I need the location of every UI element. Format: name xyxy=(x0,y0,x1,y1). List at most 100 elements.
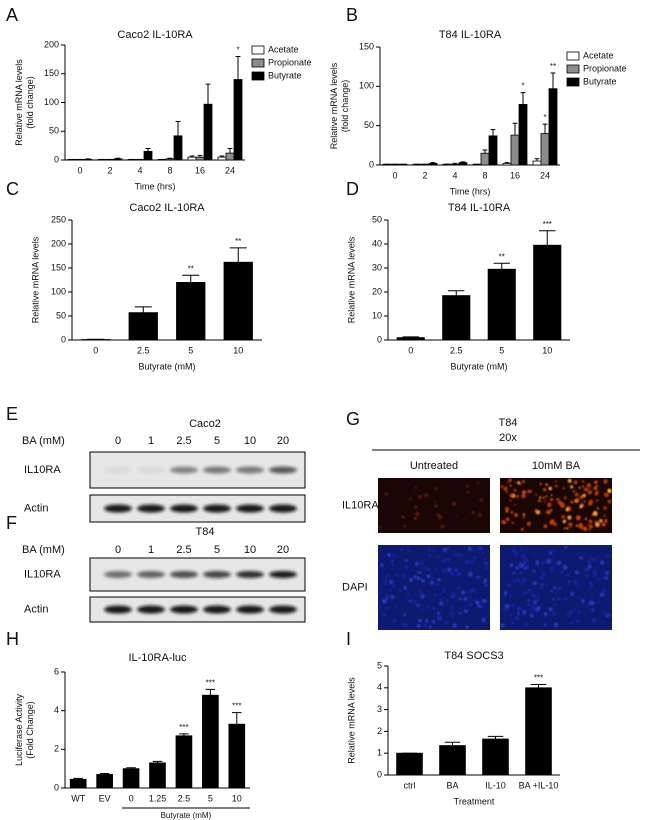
micro-speck xyxy=(521,493,526,499)
chart-title: T84 SOCS3 xyxy=(444,650,503,662)
micro-speck xyxy=(530,606,533,609)
micro-speck xyxy=(427,547,432,552)
micro-speck xyxy=(572,490,576,493)
micro-speck xyxy=(512,571,516,575)
micro-speck xyxy=(431,619,436,624)
micro-speck xyxy=(588,581,591,584)
error-bar xyxy=(504,162,510,164)
micro-speck xyxy=(577,587,580,590)
y-tick-label: 50 xyxy=(49,126,59,136)
micro-speck xyxy=(575,524,578,527)
micro-speck xyxy=(379,588,381,591)
lane-value: 5 xyxy=(214,544,220,556)
y-tick-label: 40 xyxy=(372,238,382,248)
error-bar xyxy=(85,158,91,160)
micro-speck xyxy=(440,625,443,628)
micro-speck xyxy=(457,571,462,576)
chart-title: T84 IL-10RA xyxy=(439,29,502,41)
micro-speck xyxy=(436,555,440,559)
micro-speck xyxy=(577,609,580,612)
micro-speck xyxy=(526,521,532,526)
error-bar xyxy=(179,733,189,736)
micro-speck xyxy=(607,499,612,504)
micro-speck xyxy=(383,581,388,585)
micro-speck xyxy=(550,589,554,593)
y-tick-label: 0 xyxy=(377,334,382,344)
error-bar xyxy=(452,162,458,165)
micro-speck xyxy=(432,607,435,610)
bar xyxy=(165,158,175,161)
micro-speck xyxy=(473,556,477,561)
micro-speck xyxy=(471,510,476,515)
micro-speck xyxy=(532,604,536,608)
micro-speck xyxy=(594,520,597,523)
micro-speck xyxy=(556,497,560,502)
micro-speck xyxy=(527,588,532,593)
y-tick-label: 250 xyxy=(51,214,66,224)
micro-speck xyxy=(565,613,570,618)
bar xyxy=(518,104,528,166)
bar xyxy=(442,295,471,341)
lane-value: 0 xyxy=(115,544,121,556)
micro-speck xyxy=(577,611,581,615)
micro-speck xyxy=(416,603,420,607)
micro-speck xyxy=(420,578,425,583)
x-tick-label: 2.5 xyxy=(178,793,191,803)
micro-speck xyxy=(592,569,597,574)
micro-speck xyxy=(537,499,542,503)
micro-speck xyxy=(502,608,507,613)
micro-speck xyxy=(585,573,589,578)
micro-speck xyxy=(517,579,521,583)
micro-speck xyxy=(441,568,447,574)
bar xyxy=(173,135,183,161)
legend-label: Butyrate xyxy=(268,70,302,80)
error-bar xyxy=(115,157,121,159)
y-tick-label: 100 xyxy=(51,286,66,296)
legend-swatch xyxy=(566,51,580,61)
micro-speck xyxy=(561,514,566,519)
micro-speck xyxy=(557,500,563,505)
micro-speck xyxy=(456,586,461,591)
micro-speck xyxy=(390,594,395,599)
micro-speck xyxy=(600,577,604,580)
micro-speck xyxy=(559,586,562,589)
micro-speck xyxy=(452,615,455,618)
micro-speck xyxy=(511,547,516,553)
error-bar xyxy=(182,274,200,283)
micro-speck xyxy=(599,592,605,597)
micro-speck xyxy=(570,500,574,504)
micro-speck xyxy=(527,603,530,607)
micro-speck xyxy=(587,487,590,490)
micro-speck xyxy=(425,619,429,623)
band xyxy=(104,605,132,614)
y-axis-label: Relative mRNA levels xyxy=(329,62,339,149)
micro-speck xyxy=(399,588,401,591)
y-tick-label: 20 xyxy=(372,286,382,296)
micro-speck xyxy=(484,599,488,603)
bar xyxy=(113,158,123,161)
band xyxy=(269,571,297,578)
bar xyxy=(175,735,193,789)
bar xyxy=(482,738,509,776)
bar xyxy=(233,79,243,161)
micro-speck xyxy=(541,571,546,576)
micro-speck xyxy=(409,577,414,582)
y-axis-label: (fold change) xyxy=(25,76,35,129)
micro-speck xyxy=(603,506,607,510)
micro-speck xyxy=(590,596,593,599)
micro-speck xyxy=(465,559,471,564)
micro-speck xyxy=(513,504,516,506)
micro-speck xyxy=(605,570,609,575)
micro-speck xyxy=(557,560,562,565)
micro-speck xyxy=(483,580,487,584)
micro-speck xyxy=(401,515,405,519)
micro-speck xyxy=(439,594,442,596)
band xyxy=(137,504,165,513)
band xyxy=(104,466,132,474)
micro-speck xyxy=(519,547,523,551)
micro-speck xyxy=(574,570,579,575)
micro-speck xyxy=(586,523,589,526)
micro-speck xyxy=(414,486,418,490)
micro-speck xyxy=(530,613,534,618)
micro-speck xyxy=(603,514,606,517)
